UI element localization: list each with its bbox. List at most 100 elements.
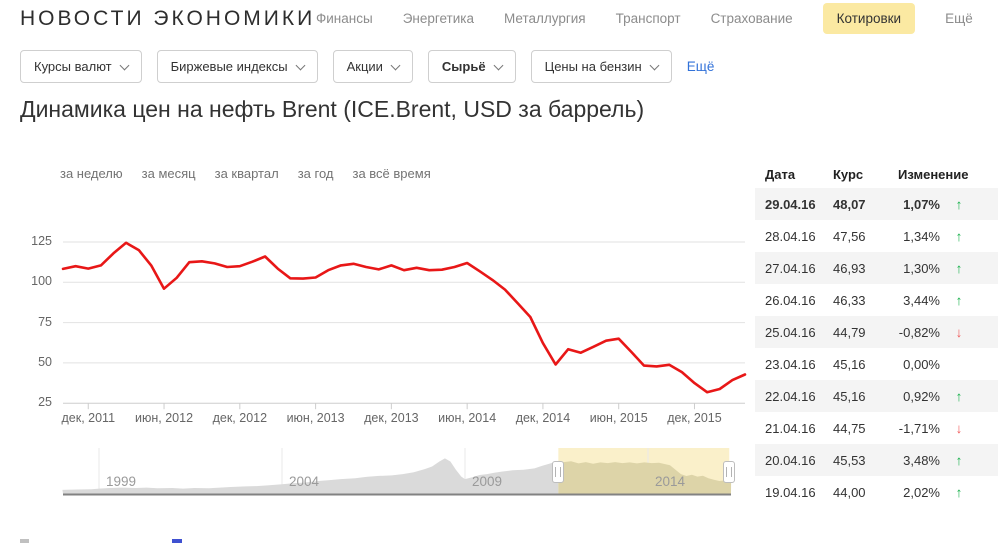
top-nav: Финансы Энергетика Металлургия Транспорт Стр… xyxy=(316,0,973,36)
quote-date: 25.04.16 xyxy=(765,324,816,340)
quote-row: 29.04.16 48,07 1,07% ↑ xyxy=(755,188,998,220)
quote-change: 1,07% xyxy=(903,196,940,212)
filter-dropdown[interactable]: Акции xyxy=(332,50,413,83)
quote-rate: 44,79 xyxy=(833,324,866,340)
quote-row: 23.04.16 45,16 0,00% xyxy=(755,348,998,380)
range-tab[interactable]: за квартал xyxy=(214,166,279,181)
range-tab[interactable]: за всё время xyxy=(352,166,431,181)
quote-date: 22.04.16 xyxy=(765,388,816,404)
overview-area xyxy=(62,458,559,494)
overview-year-label: 1999 xyxy=(106,474,137,489)
top-nav-item[interactable]: Металлургия xyxy=(503,10,586,26)
x-axis-label: июн, 2015 xyxy=(589,411,648,425)
clipped-footer-link xyxy=(172,539,182,543)
range-tabs: за неделю за месяц за квартал за год за всё … xyxy=(60,166,431,181)
x-axis-label: дек, 2011 xyxy=(61,411,116,425)
y-axis-label: 100 xyxy=(31,274,52,289)
quote-change: 2,02% xyxy=(903,484,940,500)
range-tab[interactable]: за месяц xyxy=(141,166,196,181)
price-chart-canvas[interactable] xyxy=(0,225,760,430)
range-tab[interactable]: за год xyxy=(297,166,334,181)
quote-date: 21.04.16 xyxy=(765,420,816,436)
drag-grip-icon xyxy=(726,467,733,477)
x-axis-label: июн, 2012 xyxy=(135,411,194,425)
top-nav-item[interactable]: Котировки xyxy=(822,2,916,34)
up-arrow-icon: ↑ xyxy=(955,228,963,244)
filter-dropdown[interactable]: Сырьё xyxy=(427,50,516,83)
quote-change: 1,30% xyxy=(903,260,940,276)
quote-change: 3,48% xyxy=(903,452,940,468)
y-axis-label: 25 xyxy=(38,395,52,410)
site-logo[interactable]: НОВОСТИ ЭКОНОМИКИ xyxy=(20,7,316,30)
up-arrow-icon: ↑ xyxy=(955,292,963,308)
x-axis-label: дек, 2012 xyxy=(212,411,268,425)
quote-row: 26.04.16 46,33 3,44% ↑ xyxy=(755,284,998,316)
col-header-rate: Курс xyxy=(833,166,864,182)
quote-change: 3,44% xyxy=(903,292,940,308)
range-handle-right[interactable] xyxy=(723,461,736,483)
overview-chart-canvas[interactable] xyxy=(0,448,760,500)
filter-dropdown[interactable]: Цены на бензин xyxy=(530,50,672,83)
quote-change: -0,82% xyxy=(898,324,940,340)
x-axis-label: июн, 2014 xyxy=(438,411,497,425)
up-arrow-icon: ↑ xyxy=(955,452,963,468)
up-arrow-icon: ↑ xyxy=(955,484,963,500)
quote-change: 0,00% xyxy=(903,356,940,372)
quote-rate: 44,75 xyxy=(833,420,866,436)
quote-rate: 48,07 xyxy=(833,196,866,212)
top-nav-item[interactable]: Транспорт xyxy=(615,10,681,26)
overview-area-selected xyxy=(558,461,732,494)
quote-date: 26.04.16 xyxy=(765,292,816,308)
quote-date: 29.04.16 xyxy=(765,196,816,212)
down-arrow-icon: ↓ xyxy=(955,420,963,436)
down-arrow-icon: ↓ xyxy=(955,324,963,340)
quote-row: 27.04.16 46,93 1,30% ↑ xyxy=(755,252,998,284)
quote-change: 0,92% xyxy=(903,388,940,404)
price-chart[interactable]: 125 100 75 50 25 дек, 2011 июн, 2012 дек, 2012 и… xyxy=(0,225,760,430)
quote-date: 19.04.16 xyxy=(765,484,816,500)
quote-rate: 46,93 xyxy=(833,260,866,276)
x-axis-label: дек, 2013 xyxy=(364,411,419,425)
range-handle-left[interactable] xyxy=(552,461,565,483)
up-arrow-icon: ↑ xyxy=(955,260,963,276)
chevron-down-icon xyxy=(119,60,130,70)
overview-year-label: 2014 xyxy=(655,474,686,489)
page-title: Динамика цен на нефть Brent (ICE.Brent, … xyxy=(20,96,645,122)
top-nav-item[interactable]: Финансы xyxy=(316,10,373,26)
quote-rate: 45,53 xyxy=(833,452,866,468)
overview-range-selector[interactable]: 1999 2004 2009 2014 xyxy=(0,448,760,500)
overview-year-label: 2004 xyxy=(289,474,320,489)
quotes-table: Дата Курс Изменение 29.04.16 48,07 1,07% ↑ 2… xyxy=(755,160,998,508)
quote-rate: 45,16 xyxy=(833,388,866,404)
quote-row: 20.04.16 45,53 3,48% ↑ xyxy=(755,444,998,476)
filter-dropdown-label: Акции xyxy=(346,59,383,74)
quote-rate: 47,56 xyxy=(833,228,866,244)
quotes-table-header: Дата Курс Изменение xyxy=(755,160,998,188)
filter-dropdown[interactable]: Курсы валют xyxy=(20,50,142,83)
quote-rate: 45,16 xyxy=(833,356,866,372)
y-axis-label: 50 xyxy=(38,354,52,369)
col-header-change: Изменение xyxy=(898,166,969,182)
x-axis-label: дек, 2014 xyxy=(515,411,571,425)
chevron-down-icon xyxy=(295,60,306,70)
top-nav-item[interactable]: Ещё xyxy=(945,10,973,26)
price-line[interactable] xyxy=(61,241,747,394)
top-nav-item[interactable]: Страхование xyxy=(710,10,793,26)
quote-row: 28.04.16 47,56 1,34% ↑ xyxy=(755,220,998,252)
range-tab[interactable]: за неделю xyxy=(60,166,123,181)
y-axis-label: 125 xyxy=(31,234,52,248)
quote-row: 19.04.16 44,00 2,02% ↑ xyxy=(755,476,998,508)
quote-rate: 46,33 xyxy=(833,292,866,308)
chevron-down-icon xyxy=(390,60,401,70)
filter-dropdown-label: Курсы валют xyxy=(34,59,112,74)
quote-change: 1,34% xyxy=(903,228,940,244)
y-axis-label: 75 xyxy=(38,314,52,329)
top-nav-item[interactable]: Энергетика xyxy=(402,10,474,26)
filter-dropdowns: Курсы валют Биржевые индексы Акции Сырьё Цен… xyxy=(20,50,672,83)
chevron-down-icon xyxy=(649,60,660,70)
more-filters-link[interactable]: Ещё xyxy=(686,59,715,74)
quote-change: -1,71% xyxy=(898,420,940,436)
overview-year-label: 2009 xyxy=(472,474,503,489)
filter-dropdown[interactable]: Биржевые индексы xyxy=(156,50,318,83)
